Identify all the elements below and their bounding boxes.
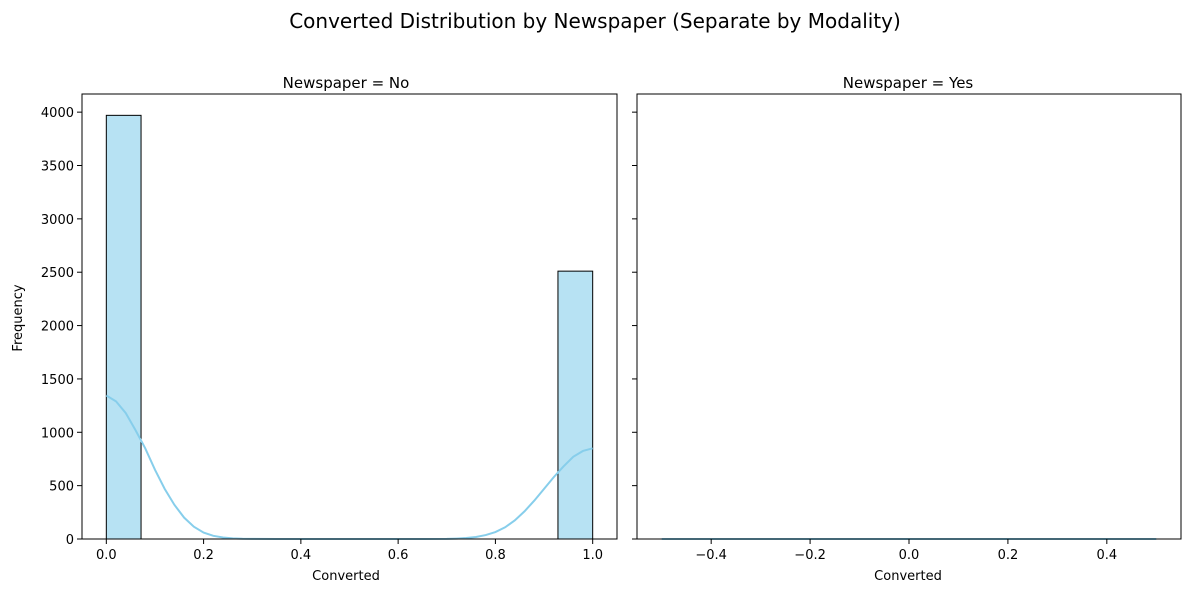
y-tick-label: 500 (49, 480, 74, 495)
subplot-title: Newspaper = Yes (843, 74, 974, 92)
y-tick-label: 2500 (41, 266, 74, 281)
x-tick-label: −0.2 (794, 548, 826, 563)
x-tick-label: 0.0 (899, 548, 920, 563)
x-tick-label: 1.0 (582, 548, 603, 563)
x-tick-label: 0.2 (193, 548, 214, 563)
kde-curve (105, 394, 593, 540)
x-axis-label: Converted (312, 569, 380, 584)
x-tick-label: 0.4 (291, 548, 312, 563)
x-tick-label: 0.4 (1096, 548, 1117, 563)
axes-frame (81, 93, 618, 540)
subplot-newspaper-no: Newspaper = No 0.0 0.2 0.4 0.6 0.8 1.0 0 500 10… (11, 74, 618, 584)
figure-suptitle: Converted Distribution by Newspaper (Sep… (289, 9, 901, 33)
histogram-bar-1 (557, 270, 594, 540)
y-tick-label: 3000 (41, 213, 74, 228)
y-tick-label: 1000 (41, 426, 74, 441)
y-axis-label: Frequency (11, 284, 26, 351)
y-tick-label: 2000 (41, 320, 74, 335)
y-tick-label: 4000 (41, 106, 74, 121)
subplot-newspaper-yes: Newspaper = Yes −0.4 −0.2 0.0 0.2 0.4 Conver… (632, 74, 1182, 584)
x-axis-ticks: −0.4 −0.2 0.0 0.2 0.4 (695, 539, 1117, 563)
y-tick-label: 1500 (41, 373, 74, 388)
x-tick-label: 0.6 (388, 548, 409, 563)
x-tick-label: 0.0 (96, 548, 117, 563)
histogram-bars (105, 114, 594, 540)
x-axis-label: Converted (874, 569, 942, 584)
x-axis-ticks: 0.0 0.2 0.4 0.6 0.8 1.0 (96, 539, 603, 563)
x-tick-label: 0.8 (485, 548, 506, 563)
histogram-bar-0 (105, 114, 142, 540)
x-tick-label: 0.2 (998, 548, 1019, 563)
subplot-title: Newspaper = No (283, 74, 410, 92)
x-tick-label: −0.4 (695, 548, 727, 563)
y-tick-label: 0 (66, 533, 74, 548)
y-axis-ticks: 0 500 1000 1500 2000 2500 3000 3500 4000 (41, 106, 82, 548)
y-tick-label: 3500 (41, 159, 74, 174)
axes-frame (636, 93, 1182, 540)
y-axis-ticks (632, 111, 637, 540)
